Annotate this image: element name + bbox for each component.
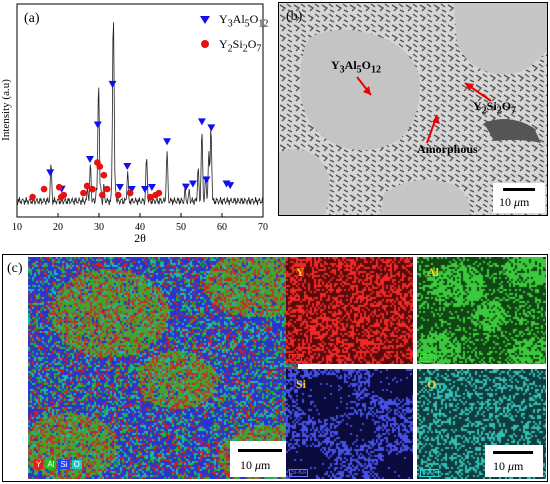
yso-peak-marker <box>114 191 122 199</box>
yag-peak-marker <box>207 124 216 132</box>
sem-scalebar: 10 μm <box>493 183 545 213</box>
yag-peak-marker <box>115 183 124 191</box>
yso-peak-marker <box>155 189 163 197</box>
yso-peak-marker <box>80 189 87 197</box>
x-tick-label: 60 <box>217 222 227 233</box>
yag-peak-marker <box>85 155 94 163</box>
overlay-scalebar-text: 10 μm <box>240 458 271 472</box>
overlay-key-o: O <box>71 460 82 469</box>
yag-peak-marker <box>140 186 149 194</box>
yag-peak-marker <box>123 162 132 170</box>
panel-c-label: (c) <box>7 261 23 276</box>
x-tick-label: 50 <box>176 222 186 233</box>
x-tick-label: 20 <box>53 222 63 233</box>
eds-map-y: Y Y-L <box>286 257 413 364</box>
map-element-label: Y <box>296 265 305 279</box>
map-tag: Si-KA <box>289 469 309 477</box>
yag-annotation: Y3Al5O12 <box>331 58 382 76</box>
sem-image <box>279 3 547 215</box>
map-element-label: Al <box>427 265 439 279</box>
yag-peak-marker <box>147 183 156 191</box>
yso-peak-marker <box>55 183 63 191</box>
x-tick-label: 70 <box>258 222 268 233</box>
x-tick-label: 30 <box>94 222 104 233</box>
yso-peak-marker <box>60 191 68 199</box>
overlay-element-keys: Y Al Si O <box>34 460 84 469</box>
eds-map-o: O O-KA 10 μm <box>417 369 546 479</box>
yso-peak-marker <box>96 163 104 170</box>
yag-peak-marker <box>93 121 102 129</box>
x-axis-label: 2θ <box>134 231 146 244</box>
legend-yag-label: Y3Al5O12 <box>219 12 269 30</box>
map-tag: Al-K <box>420 354 436 362</box>
yso-peak-marker <box>100 171 108 179</box>
yso-peak-marker <box>103 185 111 193</box>
overlay-scalebar: 10 μm <box>230 441 294 477</box>
yso-peak-marker <box>29 193 36 201</box>
yag-grain-3 <box>279 149 330 215</box>
amorphous-streak <box>484 119 541 143</box>
scalebar-line <box>503 188 535 191</box>
maps-scalebar: 10 μm <box>485 445 543 477</box>
yag-grain-2 <box>454 3 547 75</box>
map-tag: Y-L <box>289 354 302 362</box>
yag-peak-marker <box>127 186 136 194</box>
map-element-label: Si <box>296 377 307 391</box>
yag-peak-marker <box>163 138 172 146</box>
yso-peak-marker <box>98 191 106 199</box>
yag-peak-marker <box>202 176 211 184</box>
yag-grain-4 <box>379 179 470 215</box>
eds-panel: (c) Y Al Si O 10 μm Y Y-L Al Al-K Si Si-KA … <box>2 254 548 482</box>
legend-triangle-marker <box>200 16 210 24</box>
legend <box>200 16 210 48</box>
scalebar-text: 10 μm <box>499 195 530 209</box>
yag-peak-marker <box>197 118 206 126</box>
overlay-key-si: Si <box>58 460 70 469</box>
x-tick-label: 40 <box>135 222 145 233</box>
legend-circle-marker <box>201 40 209 48</box>
panel-b-label: (b) <box>286 9 303 24</box>
xrd-chart: 10 20 30 40 50 60 70 (a) 2θ Intensity (a.u) <box>0 3 268 245</box>
amorphous-annotation: Amorphous <box>417 142 478 156</box>
overlay-key-y: Y <box>34 460 44 469</box>
eds-map-si: Si Si-KA <box>286 369 413 479</box>
yag-grain-1 <box>300 29 420 151</box>
map-tag: O-KA <box>420 469 439 477</box>
yag-peak-marker <box>46 169 55 177</box>
maps-scalebar-text: 10 μm <box>493 459 524 473</box>
yso-peak-marker <box>83 182 91 190</box>
legend-yso-label: Y2Si2O7 <box>219 37 262 55</box>
maps-scalebar-line <box>493 451 533 454</box>
xrd-series-line <box>16 22 264 206</box>
yso-peak-marker <box>40 185 48 193</box>
yso-peak-marker <box>126 189 134 197</box>
overlay-scalebar-line <box>238 449 282 452</box>
x-tick-label: 10 <box>12 222 22 233</box>
yag-peak-marker <box>188 180 197 188</box>
yag-peak-marker <box>226 182 235 190</box>
eds-map-al: Al Al-K <box>417 257 546 364</box>
yag-peak-marker <box>108 80 117 88</box>
yag-peak-marker <box>181 183 190 191</box>
xrd-panel: 10 20 30 40 50 60 70 (a) 2θ Intensity (a.u) Y3… <box>0 0 276 245</box>
yso-peak-marker <box>146 193 154 201</box>
sem-panel: (b) Y3Al5O12 Y2Si2O7 Amorphous 10 μm <box>278 2 548 216</box>
overlay-key-al: Al <box>45 460 57 469</box>
y-axis-label: Intensity (a.u) <box>0 79 12 141</box>
yso-peak-marker <box>89 185 96 193</box>
yso-annotation: Y2Si2O7 <box>473 99 517 117</box>
panel-a-label: (a) <box>24 11 40 26</box>
map-element-label: O <box>427 377 437 391</box>
